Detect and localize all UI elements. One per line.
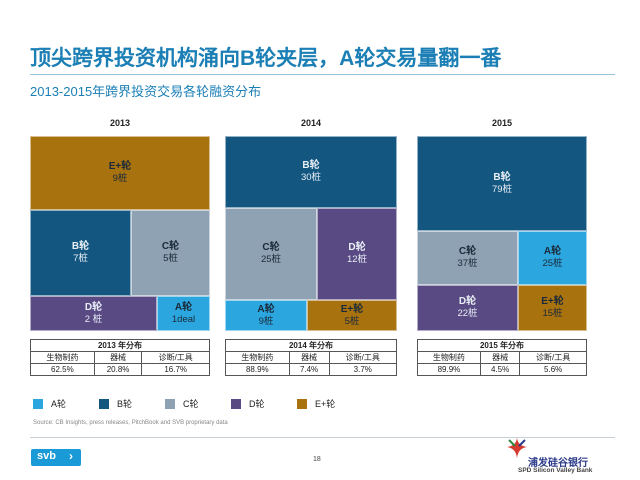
year-label-2015: 2015: [491, 118, 513, 128]
spd-svb-logo-icon: [507, 438, 527, 458]
treemap-tile-2014-a: A轮 9桩: [225, 300, 307, 331]
tile-label: D轮: [348, 242, 366, 253]
table-cell: 16.7%: [141, 363, 210, 376]
treemap-tile-2014-b: B轮 30桩: [225, 136, 397, 208]
svb-logo: svb ›: [31, 449, 81, 466]
table-cell: 3.7%: [328, 363, 398, 376]
table-header: 诊断/工具: [328, 351, 398, 364]
treemap-tile-2013-c: C轮 5桩: [131, 210, 210, 296]
bank-name-cn: 浦发硅谷银行: [528, 458, 588, 469]
table-title: 2015 年分布: [417, 339, 587, 352]
tile-label: D轮: [458, 296, 477, 307]
tile-count: 9桩: [258, 315, 274, 327]
treemap-2014: B轮 30桩 C轮 25桩 D轮 12桩 A轮 9桩 E+轮 5桩: [225, 136, 397, 331]
table-cell: 7.4%: [288, 363, 330, 376]
treemap-tile-2013-b: B轮 7桩: [30, 210, 131, 296]
distribution-table-2013: 2013 年分布 生物制药 器械 诊断/工具 62.5% 20.8% 16.7%: [30, 339, 210, 376]
tile-count: 15桩: [542, 308, 563, 319]
distribution-table-2015: 2015 年分布 生物制药 器械 诊断/工具 89.9% 4.5% 5.6%: [417, 339, 587, 376]
page-subtitle: 2013-2015年跨界投资交易各轮融资分布: [30, 84, 262, 99]
legend-swatch: [165, 399, 175, 409]
table-header: 器械: [479, 351, 521, 364]
table-header: 生物制药: [417, 351, 481, 364]
footer-divider: [30, 437, 615, 438]
tile-label: D轮: [84, 301, 103, 313]
tile-label: C轮: [458, 246, 477, 257]
table-cell: 88.9%: [225, 363, 290, 376]
tile-count: 22桩: [457, 308, 478, 319]
treemap-tile-2015-c: C轮 37桩: [417, 231, 518, 285]
tile-count: 1deal: [171, 313, 196, 325]
treemap-2013: E+轮 9桩 B轮 7桩 C轮 5桩 D轮 2 桩 A轮 1deal: [30, 136, 210, 331]
treemap-2015: B轮 79桩 C轮 37桩 A轮 25桩 D轮 22桩 E+轮 15桩: [417, 136, 587, 331]
legend-label: C轮: [183, 399, 199, 409]
tile-count: 30桩: [300, 172, 322, 183]
tile-label: C轮: [262, 242, 280, 253]
treemap-tile-2015-d: D轮 22桩: [417, 285, 518, 331]
treemap-tile-2013-d: D轮 2 桩: [30, 296, 157, 331]
tile-count: 5桩: [344, 315, 360, 327]
treemap-tile-2014-e: E+轮 5桩: [307, 300, 397, 331]
legend-label: E+轮: [315, 399, 336, 409]
legend-swatch: [297, 399, 307, 409]
table-header: 器械: [93, 351, 143, 364]
tile-count: 5桩: [163, 253, 178, 264]
tile-label: B轮: [71, 241, 90, 252]
tile-label: A轮: [174, 301, 193, 313]
tile-count: 12桩: [346, 254, 368, 265]
tile-count: 37桩: [457, 258, 478, 269]
page-title: 顶尖跨界投资机构涌向B轮夹层，A轮交易量翻一番: [30, 47, 502, 70]
table-header: 诊断/工具: [519, 351, 587, 364]
treemap-tile-2015-a: A轮 25桩: [518, 231, 587, 285]
source-note: Source: CB Insights, press releases, Pit…: [33, 420, 228, 426]
legend-label: A轮: [51, 399, 67, 409]
table-header: 器械: [288, 351, 330, 364]
treemap-tile-2015-e: E+轮 15桩: [518, 285, 587, 331]
legend-swatch: [33, 399, 43, 409]
legend-swatch: [99, 399, 109, 409]
tile-count: 7桩: [73, 253, 88, 264]
table-title: 2013 年分布: [30, 339, 210, 352]
legend-swatch: [231, 399, 241, 409]
tile-label: B轮: [302, 160, 320, 171]
table-cell: 89.9%: [417, 363, 481, 376]
table-header: 诊断/工具: [141, 351, 210, 364]
tile-label: A轮: [257, 303, 275, 315]
table-cell: 62.5%: [30, 363, 95, 376]
table-cell: 4.5%: [479, 363, 521, 376]
tile-label: E+轮: [541, 296, 564, 307]
table-header: 生物制药: [30, 351, 95, 364]
tile-label: B轮: [493, 171, 511, 183]
distribution-table-2014: 2014 年分布 生物制药 器械 诊断/工具 88.9% 7.4% 3.7%: [225, 339, 398, 376]
legend-label: B轮: [117, 399, 133, 409]
treemap-tile-2015-b: B轮 79桩: [417, 136, 587, 231]
title-divider: [30, 74, 615, 75]
tile-count: 25桩: [542, 258, 563, 269]
year-label-2014: 2014: [300, 118, 322, 128]
tile-label: C轮: [161, 241, 180, 252]
legend-label: D轮: [249, 399, 265, 409]
table-title: 2014 年分布: [225, 339, 397, 352]
chevron-right-icon: ›: [69, 449, 73, 463]
tile-label: E+轮: [340, 303, 364, 315]
tile-count: 79桩: [491, 183, 513, 195]
table-cell: 20.8%: [93, 363, 143, 376]
tile-count: 25桩: [260, 254, 282, 265]
treemap-tile-2013-a: A轮 1deal: [157, 296, 210, 331]
tile-label: A轮: [543, 246, 562, 257]
treemap-tile-2013-e: E+轮 9桩: [30, 136, 210, 210]
tile-label: E+轮: [108, 161, 132, 172]
treemap-tile-2014-c: C轮 25桩: [225, 208, 317, 300]
bank-name-en: SPD Silicon Valley Bank: [518, 467, 593, 474]
svb-logo-text: svb: [37, 450, 56, 462]
table-header: 生物制药: [225, 351, 290, 364]
table-cell: 5.6%: [519, 363, 587, 376]
tile-count: 9桩: [112, 173, 128, 184]
treemap-tile-2014-d: D轮 12桩: [317, 208, 397, 300]
page-number: 18: [313, 456, 321, 463]
tile-count: 2 桩: [84, 313, 103, 325]
year-label-2013: 2013: [109, 118, 131, 128]
